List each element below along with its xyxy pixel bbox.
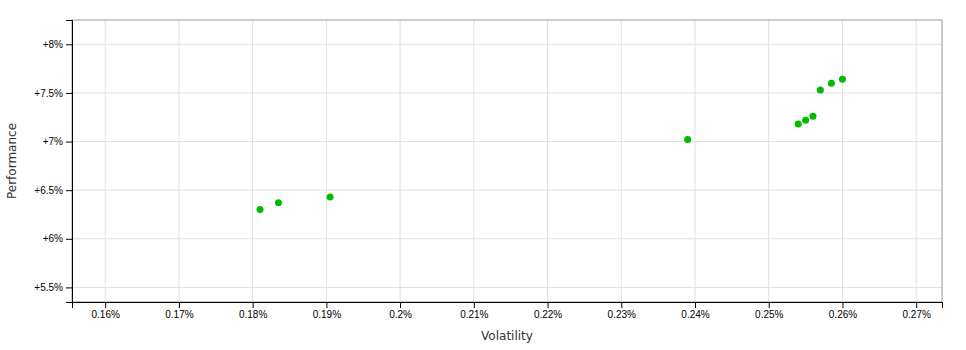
x-tick-label: 0.23% (608, 309, 636, 320)
y-tick-mark (66, 190, 72, 191)
y-tick-label: +6% (43, 233, 63, 244)
x-tick-mark (326, 302, 327, 308)
point (828, 80, 835, 87)
y-tick-mark (66, 93, 72, 94)
x-axis: 0.16% 0.17% 0.18% 0.19% 0.2% 0.21% 0.22% 0.23% 0… (73, 302, 943, 320)
point (809, 113, 816, 120)
y-tick-mark (66, 287, 72, 288)
grid-line (72, 44, 942, 45)
x-tick-label: 0.19% (313, 309, 341, 320)
x-tick-label: 0.22% (534, 309, 562, 320)
chart: 0.16% 0.17% 0.18% 0.19% 0.2% 0.21% 0.22% 0.23% 0… (0, 0, 966, 350)
x-tick-mark (105, 302, 106, 308)
point (795, 121, 802, 128)
x-tick: 0.26% (829, 302, 857, 320)
x-tick-mark (253, 302, 254, 308)
y-axis-title: Performance (5, 123, 19, 199)
x-tick: 0.25% (755, 302, 783, 320)
x-tick-label: 0.18% (239, 309, 267, 320)
x-tick-label: 0.26% (829, 309, 857, 320)
y-axis-line (66, 21, 73, 303)
x-tick-label: 0.25% (755, 309, 783, 320)
x-tick-label: 0.24% (681, 309, 709, 320)
y-tick-label: +7% (43, 136, 63, 147)
x-tick-mark (842, 302, 843, 308)
x-tick: 0.23% (608, 302, 636, 320)
x-tick-mark (400, 302, 401, 308)
x-tick-mark (179, 302, 180, 308)
grid (72, 20, 942, 302)
x-tick: 0.16% (91, 302, 119, 320)
x-tick-mark (916, 302, 917, 308)
grid-line (916, 20, 917, 302)
point (802, 117, 809, 124)
grid-line (695, 20, 696, 302)
x-tick-label: 0.2% (389, 309, 412, 320)
grid-line (547, 20, 548, 302)
x-tick-mark (548, 302, 549, 308)
y-tick-label: +6.5% (34, 185, 63, 196)
grid-line (72, 190, 942, 191)
x-tick-label: 0.27% (903, 309, 931, 320)
point (817, 87, 824, 94)
x-tick-mark (769, 302, 770, 308)
x-tick: 0.17% (165, 302, 193, 320)
grid-line (842, 20, 843, 302)
grid-line (768, 20, 769, 302)
point (684, 136, 691, 143)
y-tick-mark (66, 239, 72, 240)
grid-line (72, 141, 942, 142)
x-tick: 0.19% (313, 302, 341, 320)
grid-line (72, 238, 942, 239)
grid-line (105, 20, 106, 302)
y-axis: +5.5% +6% +6.5% +7% +7.5% +8% (34, 21, 72, 303)
x-tick-mark (695, 302, 696, 308)
point (275, 199, 282, 206)
y-tick: +7% (43, 136, 72, 147)
grid-line (400, 20, 401, 302)
x-axis-title: Volatility (481, 329, 533, 343)
grid-line (178, 20, 179, 302)
grid-line (72, 287, 942, 288)
y-tick: +6% (43, 233, 72, 244)
points (257, 76, 846, 213)
x-tick-label: 0.16% (91, 309, 119, 320)
grid-line (326, 20, 327, 302)
y-tick-label: +8% (43, 39, 63, 50)
x-tick-mark (474, 302, 475, 308)
x-tick: 0.18% (239, 302, 267, 320)
grid-line (252, 20, 253, 302)
y-tick: +6.5% (34, 185, 72, 196)
grid-line (621, 20, 622, 302)
plot-frame (72, 20, 942, 302)
y-tick-label: +5.5% (34, 282, 63, 293)
x-tick: 0.24% (681, 302, 709, 320)
y-tick: +5.5% (34, 282, 72, 293)
point (257, 206, 264, 213)
y-tick-label: +7.5% (34, 88, 63, 99)
point (327, 193, 334, 200)
x-tick: 0.27% (903, 302, 931, 320)
y-tick-mark (66, 142, 72, 143)
x-tick: 0.2% (389, 302, 412, 320)
y-tick: +8% (43, 39, 72, 50)
x-tick-label: 0.21% (460, 309, 488, 320)
grid-line (473, 20, 474, 302)
x-tick: 0.22% (534, 302, 562, 320)
y-tick-mark (66, 44, 72, 45)
plot: 0.16% 0.17% 0.18% 0.19% 0.2% 0.21% 0.22% 0.23% 0… (34, 20, 942, 320)
x-tick-mark (621, 302, 622, 308)
point (839, 76, 846, 83)
x-tick: 0.21% (460, 302, 488, 320)
grid-line (72, 92, 942, 93)
x-tick-label: 0.17% (165, 309, 193, 320)
x-axis-line (73, 303, 943, 309)
y-tick: +7.5% (34, 88, 72, 99)
